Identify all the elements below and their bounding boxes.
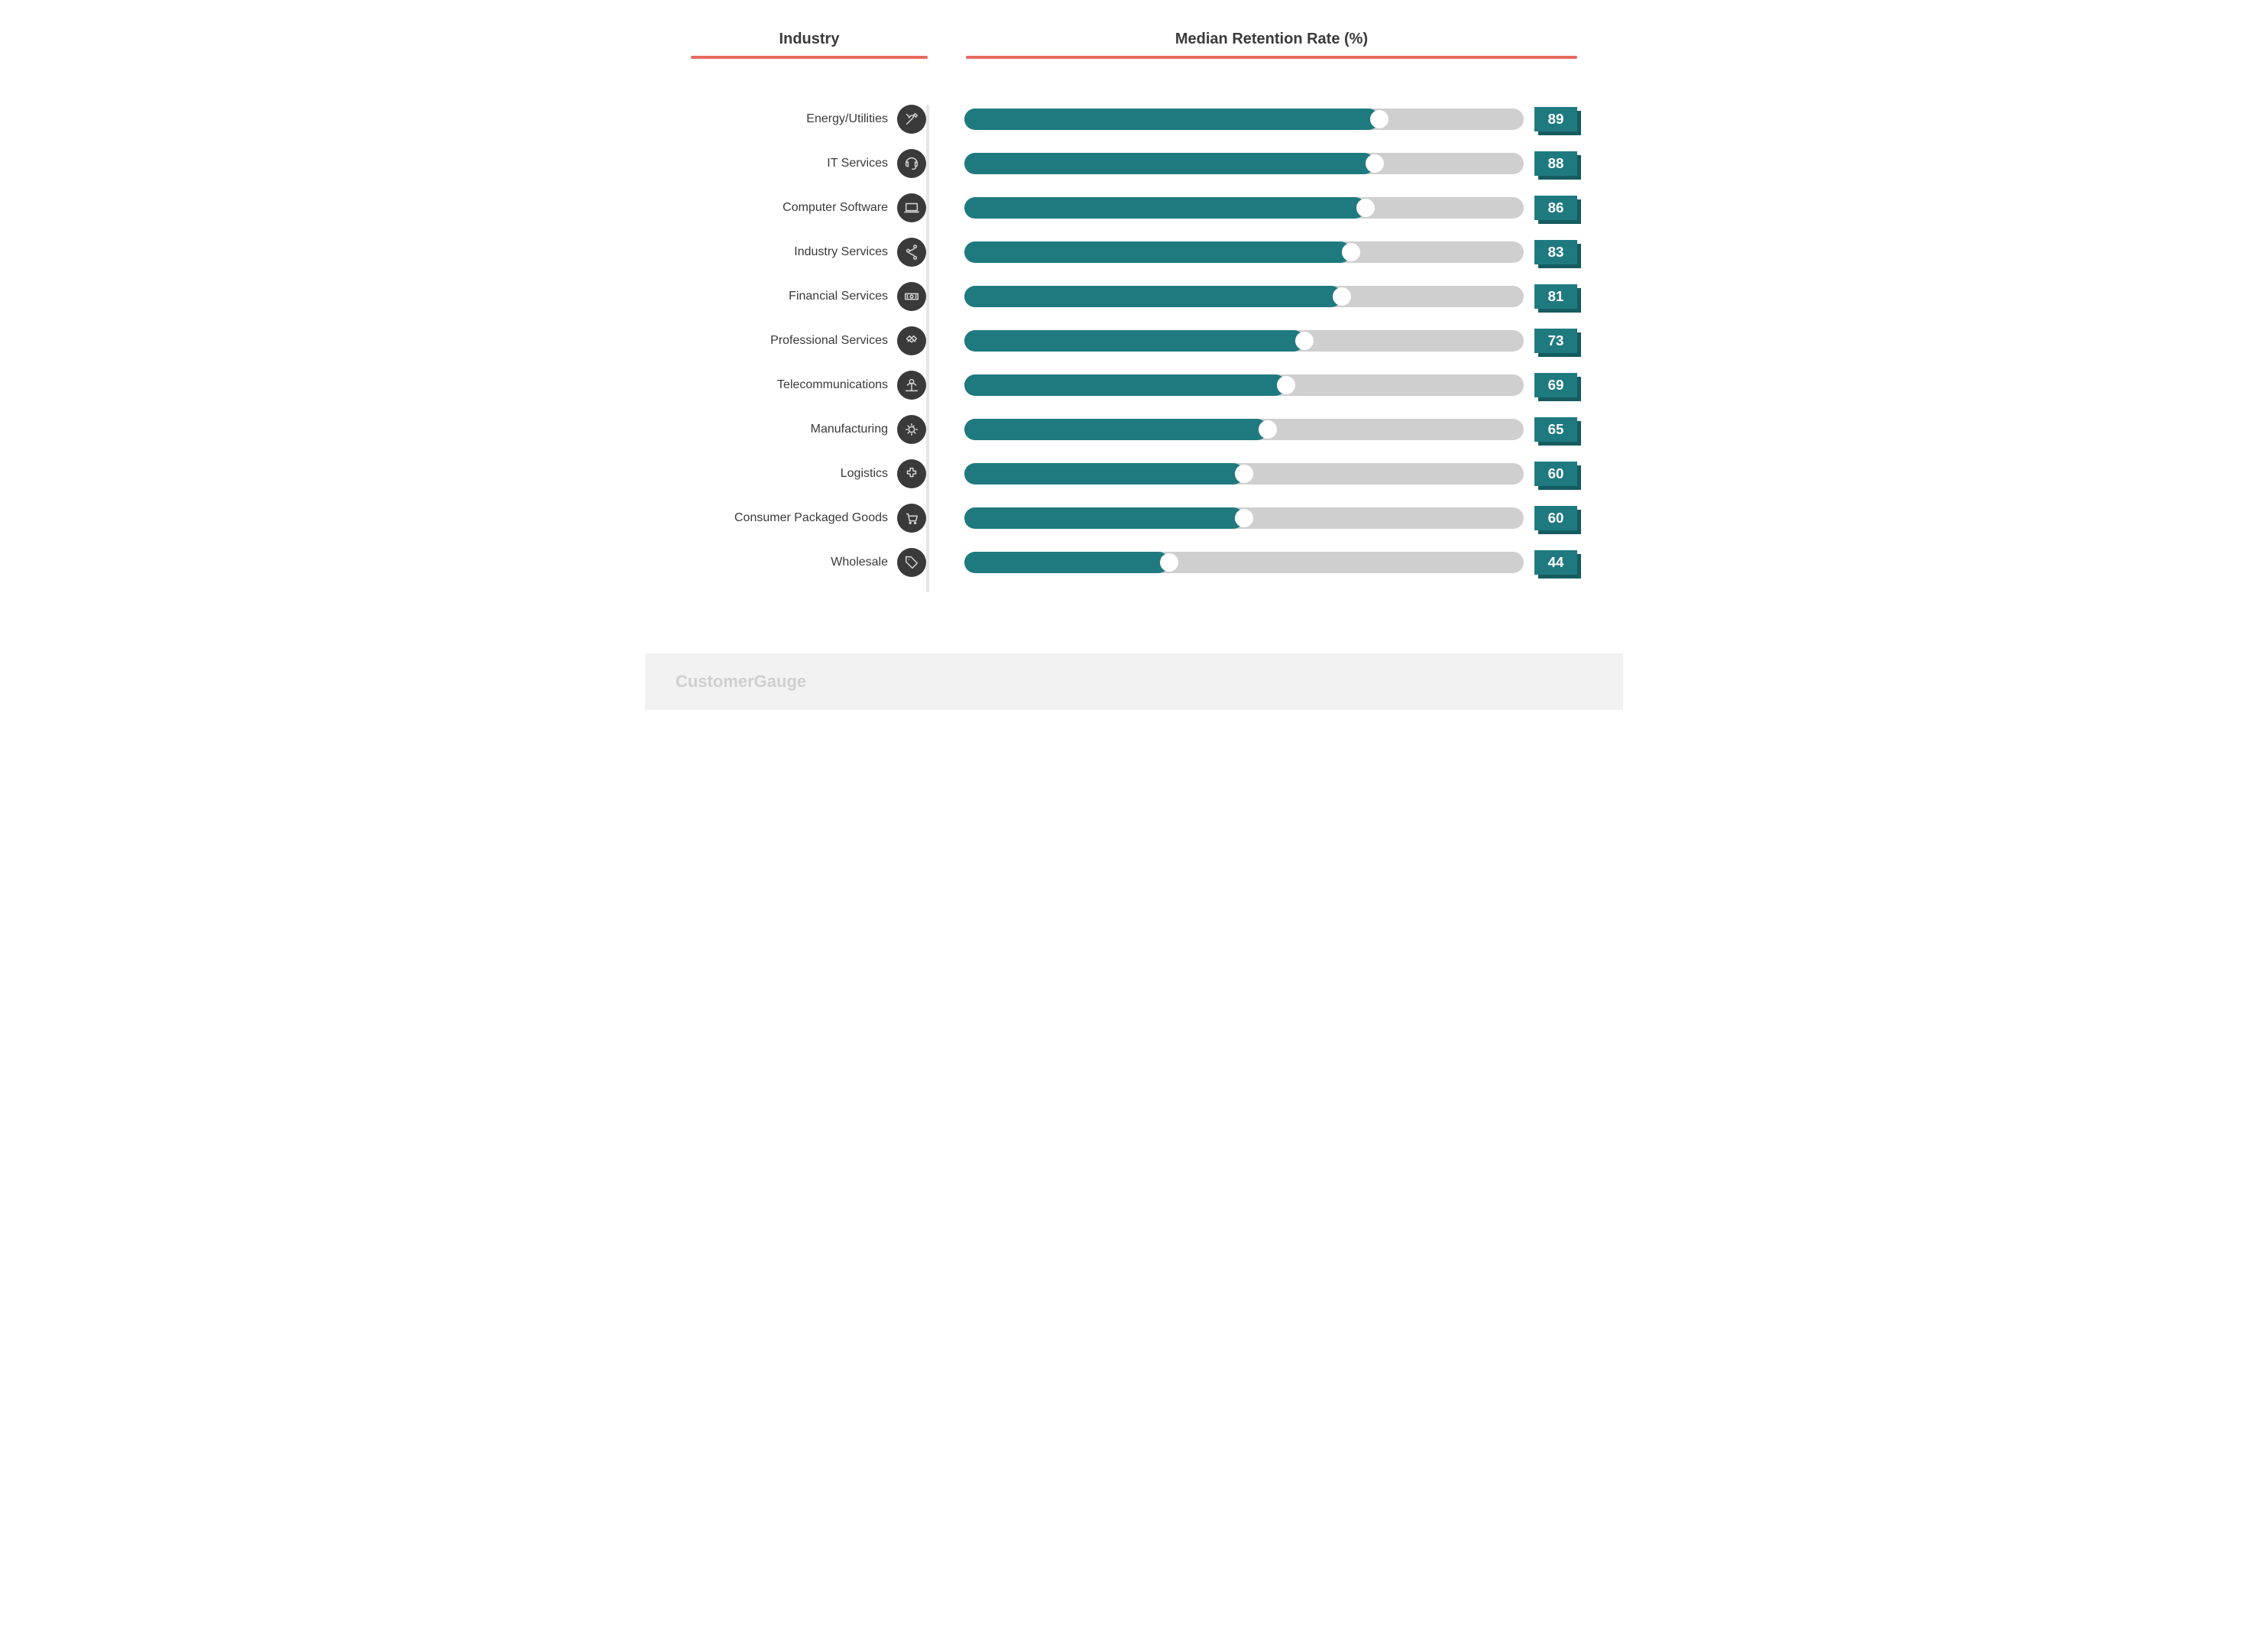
bar (964, 241, 1524, 263)
bar (964, 374, 1524, 396)
value-badge-shadow (1538, 421, 1581, 446)
bar-fill (964, 241, 1351, 263)
bar-knob (1333, 287, 1351, 306)
bar-knob (1277, 376, 1295, 394)
data-row: Wholesale 44 (691, 548, 1577, 577)
bar (964, 330, 1524, 352)
value-badge: 65 (1534, 417, 1577, 442)
bar-fill (964, 552, 1169, 573)
value-badge: 69 (1534, 373, 1577, 397)
bar-fill (964, 153, 1375, 174)
bar-knob (1235, 509, 1253, 527)
value-badge-shadow (1538, 155, 1581, 180)
industry-label: Financial Services (691, 290, 897, 303)
header-industry-title: Industry (691, 31, 928, 48)
bar (964, 507, 1524, 529)
value-badge-shadow (1538, 377, 1581, 401)
value-badge: 81 (1534, 284, 1577, 309)
bar-knob (1235, 465, 1253, 483)
bar-fill (964, 374, 1286, 396)
value-badge-shadow (1538, 510, 1581, 534)
value-badge-shadow (1538, 199, 1581, 224)
value-badge: 86 (1534, 196, 1577, 220)
bar (964, 197, 1524, 219)
data-row: Industry Services 83 (691, 238, 1577, 267)
header-rate-col: Median Retention Rate (%) (966, 31, 1577, 59)
data-row: Professional Services 73 (691, 326, 1577, 355)
value-badge-shadow (1538, 288, 1581, 313)
value-badge: 60 (1534, 506, 1577, 530)
bar-fill (964, 197, 1366, 219)
data-row: Computer Software 86 (691, 193, 1577, 222)
value-badge: 89 (1534, 107, 1577, 131)
industry-label: Professional Services (691, 334, 897, 348)
bar-knob (1160, 553, 1178, 572)
bar-fill (964, 507, 1244, 529)
data-row: IT Services 88 (691, 149, 1577, 178)
gear-icon (897, 415, 926, 444)
bar-knob (1342, 243, 1360, 261)
bar (964, 463, 1524, 485)
industry-label: Consumer Packaged Goods (691, 511, 897, 525)
antenna-icon (897, 371, 926, 400)
bar-fill (964, 330, 1304, 352)
value-badge-shadow (1538, 465, 1581, 490)
industry-label: Manufacturing (691, 423, 897, 436)
header-industry-col: Industry (691, 31, 928, 59)
bar (964, 552, 1524, 573)
laptop-icon (897, 193, 926, 222)
data-row: Manufacturing 65 (691, 415, 1577, 444)
value-badge-shadow (1538, 244, 1581, 268)
industry-label: Wholesale (691, 556, 897, 569)
bar-knob (1356, 199, 1375, 217)
industry-label: Industry Services (691, 245, 897, 259)
bar-fill (964, 419, 1268, 440)
value-badge: 44 (1534, 550, 1577, 575)
cash-icon (897, 282, 926, 311)
chart-area: Energy/Utilities 89 IT Services 88 Computer … (691, 105, 1577, 623)
bar-fill (964, 109, 1379, 130)
value-badge: 60 (1534, 462, 1577, 486)
data-row: Telecommunications 69 (691, 371, 1577, 400)
bar (964, 153, 1524, 174)
value-badge: 83 (1534, 240, 1577, 264)
bar-knob (1370, 110, 1388, 128)
bar (964, 286, 1524, 307)
value-badge: 73 (1534, 329, 1577, 353)
bar-knob (1366, 154, 1384, 173)
header-row: Industry Median Retention Rate (%) (691, 31, 1577, 59)
tools-icon (897, 105, 926, 134)
footer-brand: CustomerGauge (645, 653, 1623, 710)
bar-fill (964, 286, 1342, 307)
data-row: Logistics 60 (691, 459, 1577, 488)
share-icon (897, 238, 926, 267)
industry-label: Energy/Utilities (691, 112, 897, 126)
data-row: Energy/Utilities 89 (691, 105, 1577, 134)
header-rate-title: Median Retention Rate (%) (966, 31, 1577, 48)
bar-knob (1259, 420, 1277, 439)
bar (964, 419, 1524, 440)
industry-label: IT Services (691, 157, 897, 170)
handshake-icon (897, 326, 926, 355)
industry-label: Logistics (691, 467, 897, 481)
header-rate-rule (966, 56, 1577, 59)
puzzle-icon (897, 459, 926, 488)
bar-knob (1295, 332, 1314, 350)
value-badge-shadow (1538, 111, 1581, 135)
value-badge: 88 (1534, 151, 1577, 176)
industry-label: Computer Software (691, 201, 897, 215)
headset-icon (897, 149, 926, 178)
data-row: Consumer Packaged Goods 60 (691, 504, 1577, 533)
chart-container: Industry Median Retention Rate (%) Energ… (645, 0, 1623, 623)
bar-fill (964, 463, 1244, 485)
cart-icon (897, 504, 926, 533)
industry-label: Telecommunications (691, 378, 897, 392)
bar (964, 109, 1524, 130)
value-badge-shadow (1538, 332, 1581, 357)
tag-icon (897, 548, 926, 577)
value-badge-shadow (1538, 554, 1581, 579)
data-row: Financial Services 81 (691, 282, 1577, 311)
header-industry-rule (691, 56, 928, 59)
